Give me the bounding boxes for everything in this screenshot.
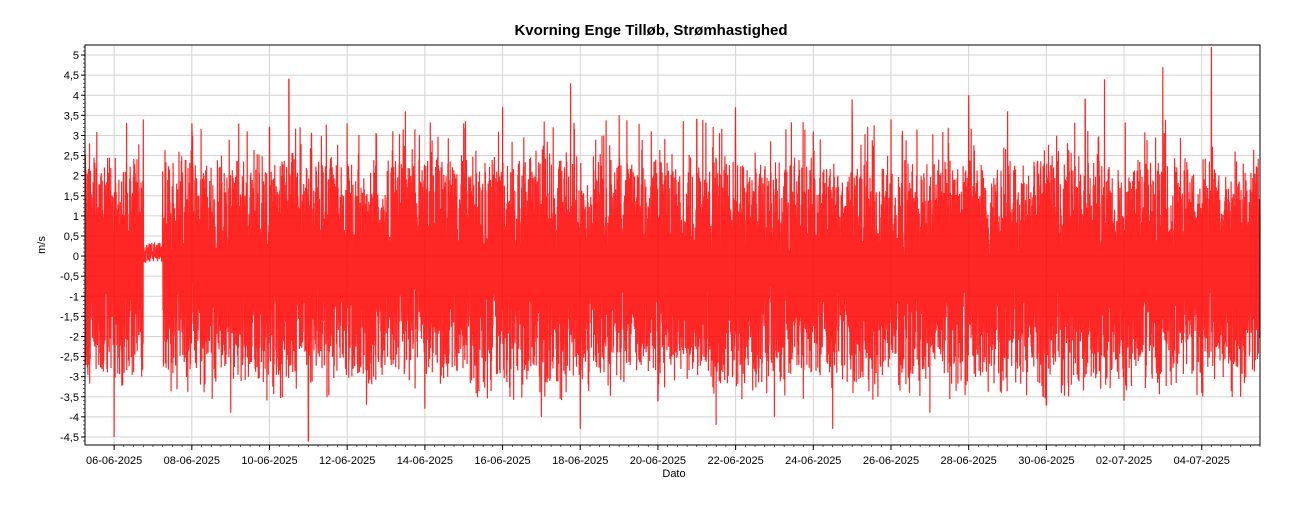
x-tick-label: 02-07-2025 bbox=[1096, 455, 1152, 467]
series-layer bbox=[84, 46, 1261, 442]
y-tick-label: -3 bbox=[69, 372, 79, 384]
y-tick-label: -4,5 bbox=[60, 432, 79, 444]
y-tick-label: 3,5 bbox=[64, 110, 79, 122]
y-tick-label: 5 bbox=[73, 50, 79, 62]
y-tick-label: -0,5 bbox=[60, 271, 79, 283]
x-tick-label: 22-06-2025 bbox=[707, 455, 763, 467]
x-tick-label: 06-06-2025 bbox=[86, 455, 142, 467]
plot-frame bbox=[84, 44, 1261, 446]
x-tick-label: 12-06-2025 bbox=[319, 455, 375, 467]
x-tick-label: 24-06-2025 bbox=[785, 455, 841, 467]
x-tick-label: 26-06-2025 bbox=[863, 455, 919, 467]
x-tick-label: 10-06-2025 bbox=[241, 455, 297, 467]
x-tick-label: 16-06-2025 bbox=[474, 455, 530, 467]
y-tick-label: 0,5 bbox=[64, 231, 79, 243]
y-tick-label: 3 bbox=[73, 130, 79, 142]
x-tick-label: 08-06-2025 bbox=[164, 455, 220, 467]
y-tick-label: -4 bbox=[69, 412, 79, 424]
y-tick-label: -2,5 bbox=[60, 352, 79, 364]
y-tick-label: -1,5 bbox=[60, 311, 79, 323]
y-tick-label: 1 bbox=[73, 211, 79, 223]
series-line-0 bbox=[84, 46, 1261, 442]
y-tick-label: 2,5 bbox=[64, 151, 79, 163]
x-tick-label: 18-06-2025 bbox=[552, 455, 608, 467]
y-tick-label: 4 bbox=[73, 90, 79, 102]
y-tick-label: -1 bbox=[69, 291, 79, 303]
y-tick-label: 0 bbox=[73, 251, 79, 263]
x-tick-label: 30-06-2025 bbox=[1018, 455, 1074, 467]
x-tick-label: 28-06-2025 bbox=[941, 455, 997, 467]
y-axis-label: m/s bbox=[36, 236, 48, 254]
axes: -4,5 -4 -3,5 -3 -2,5 -2 -1,5 -1 -0,5 0 0,5 1 1,5 2 2,5… bbox=[60, 46, 1261, 467]
y-tick-label: -3,5 bbox=[60, 392, 79, 404]
x-axis-label: Dato bbox=[662, 468, 685, 480]
x-tick-label: 20-06-2025 bbox=[630, 455, 686, 467]
y-tick-label: -2 bbox=[69, 331, 79, 343]
x-tick-label: 14-06-2025 bbox=[397, 455, 453, 467]
y-tick-label: 1,5 bbox=[64, 191, 79, 203]
y-tick-label: 2 bbox=[73, 171, 79, 183]
chart-title: Kvorning Enge Tilløb, Strømhastighed bbox=[514, 22, 787, 39]
x-tick-label: 04-07-2025 bbox=[1174, 455, 1230, 467]
y-tick-label: 4,5 bbox=[64, 70, 79, 82]
